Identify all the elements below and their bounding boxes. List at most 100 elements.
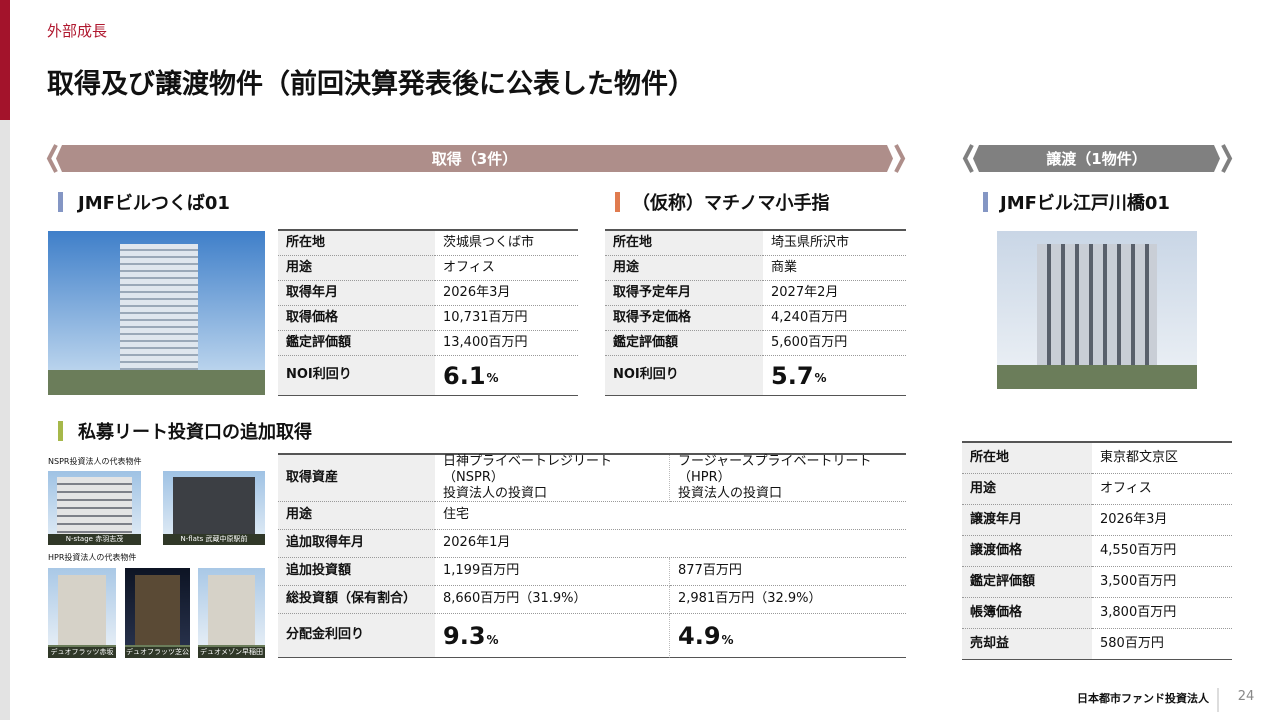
row-label: 売却益	[962, 629, 1092, 660]
chevron	[894, 144, 906, 173]
row-label: 取得年月	[278, 281, 435, 306]
row-value: 13,400百万円	[435, 331, 578, 356]
row-value: 3,500百万円	[1092, 567, 1232, 598]
photo-label: N-flats 武蔵中原駅前	[163, 534, 265, 545]
yield-unit: %	[721, 633, 734, 647]
row-value: 2026年1月	[435, 530, 906, 558]
row-value: 茨城県つくば市	[435, 231, 578, 256]
page-title: 取得及び譲渡物件（前回決算発表後に公表した物件）	[47, 69, 695, 100]
banner-text: 譲渡（1物件）	[1046, 150, 1147, 168]
heading-marker	[983, 192, 988, 212]
row-value: 2,981百万円（32.9%）	[670, 586, 906, 614]
accent-bar	[0, 0, 10, 120]
building	[173, 476, 255, 545]
row-label: 所在地	[962, 443, 1092, 474]
side-bar	[0, 120, 10, 720]
yield-value: 9.3	[443, 621, 486, 650]
photo: N-stage 赤羽志茂	[48, 471, 141, 545]
row-value: 4,240百万円	[763, 306, 906, 331]
row-value: 商業	[763, 256, 906, 281]
yield-value: 6.1	[443, 361, 486, 390]
row-label: 分配金利回り	[278, 614, 435, 658]
page-number: 24	[1237, 689, 1255, 704]
row-label: 鑑定評価額	[605, 331, 763, 356]
row-value: フージャースプライベートリート（HPR） 投資法人の投資口	[670, 454, 906, 502]
row-label: 鑑定評価額	[962, 567, 1092, 598]
photo: デュオフラッツ芝公園	[125, 568, 190, 658]
property-name: JMFビルつくば01	[78, 193, 230, 214]
building	[1037, 243, 1157, 389]
row-value: 5,600百万円	[763, 331, 906, 356]
photo-label: デュオフラッツ赤坂	[48, 647, 116, 658]
row-value: 5.7%	[763, 356, 906, 396]
ground	[48, 370, 265, 395]
chevron	[962, 144, 974, 173]
photo: デュオフラッツ赤坂	[48, 568, 116, 658]
photo-caption: HPR投資法人の代表物件	[48, 553, 137, 562]
row-label: 帳簿価格	[962, 598, 1092, 629]
row-value: 住宅	[435, 502, 906, 530]
heading-marker	[615, 192, 620, 212]
row-value: 2027年2月	[763, 281, 906, 306]
yield-unit: %	[486, 633, 499, 647]
section-heading: 私募リート投資口の追加取得	[78, 422, 312, 443]
yield-unit: %	[814, 371, 827, 385]
building	[119, 244, 198, 395]
photo	[48, 231, 265, 395]
row-value: 日神プライベートレジリート（NSPR） 投資法人の投資口	[435, 454, 670, 502]
heading-marker	[58, 421, 63, 441]
row-label: 譲渡年月	[962, 505, 1092, 536]
building	[134, 575, 181, 658]
row-value: 4.9%	[670, 614, 906, 658]
property-name: （仮称）マチノマ小手指	[632, 193, 830, 214]
photo: N-flats 武蔵中原駅前	[163, 471, 265, 545]
row-label: 取得予定価格	[605, 306, 763, 331]
row-label: NOI利回り	[605, 356, 763, 396]
photo-label: デュオフラッツ芝公園	[125, 647, 190, 658]
building	[57, 476, 132, 545]
row-label: 取得価格	[278, 306, 435, 331]
footer-company: 日本都市ファンド投資法人	[1077, 692, 1209, 705]
row-value: 9.3%	[435, 614, 670, 658]
row-label: 譲渡価格	[962, 536, 1092, 567]
row-label: 用途	[962, 474, 1092, 505]
property-name: JMFビル江戸川橋01	[1000, 193, 1170, 214]
row-label: 取得資産	[278, 455, 435, 502]
ground	[997, 365, 1197, 389]
section-label: 外部成長	[47, 22, 108, 40]
row-value: 10,731百万円	[435, 306, 578, 331]
row-value: 8,660百万円（31.9%）	[435, 586, 670, 614]
table-top-rule	[962, 441, 1232, 443]
row-label: NOI利回り	[278, 356, 435, 396]
yield-value: 5.7	[771, 361, 814, 390]
photo	[997, 231, 1197, 389]
photo-label: N-stage 赤羽志茂	[48, 534, 141, 545]
photo: デュオメゾン早稲田	[198, 568, 265, 658]
row-label: 所在地	[278, 231, 435, 256]
table-top-rule	[605, 229, 906, 231]
row-label: 所在地	[605, 231, 763, 256]
row-value: 877百万円	[670, 558, 906, 586]
row-value: 580百万円	[1092, 629, 1232, 660]
yield-unit: %	[486, 371, 499, 385]
table-top-rule	[278, 229, 578, 231]
chevron	[46, 144, 58, 173]
row-label: 鑑定評価額	[278, 331, 435, 356]
row-value: 3,800百万円	[1092, 598, 1232, 629]
row-label: 総投資額（保有割合）	[278, 586, 435, 614]
building	[58, 575, 106, 658]
yield-value: 4.9	[678, 621, 721, 650]
row-value: オフィス	[1092, 474, 1232, 505]
row-label: 取得予定年月	[605, 281, 763, 306]
row-value: オフィス	[435, 256, 578, 281]
row-label: 追加取得年月	[278, 530, 435, 558]
row-value: 6.1%	[435, 356, 578, 396]
photo-caption: NSPR投資法人の代表物件	[48, 457, 142, 466]
row-value: 東京都文京区	[1092, 443, 1232, 474]
heading-marker	[58, 192, 63, 212]
row-label: 用途	[278, 502, 435, 530]
row-value: 1,199百万円	[435, 558, 670, 586]
row-value: 埼玉県所沢市	[763, 231, 906, 256]
